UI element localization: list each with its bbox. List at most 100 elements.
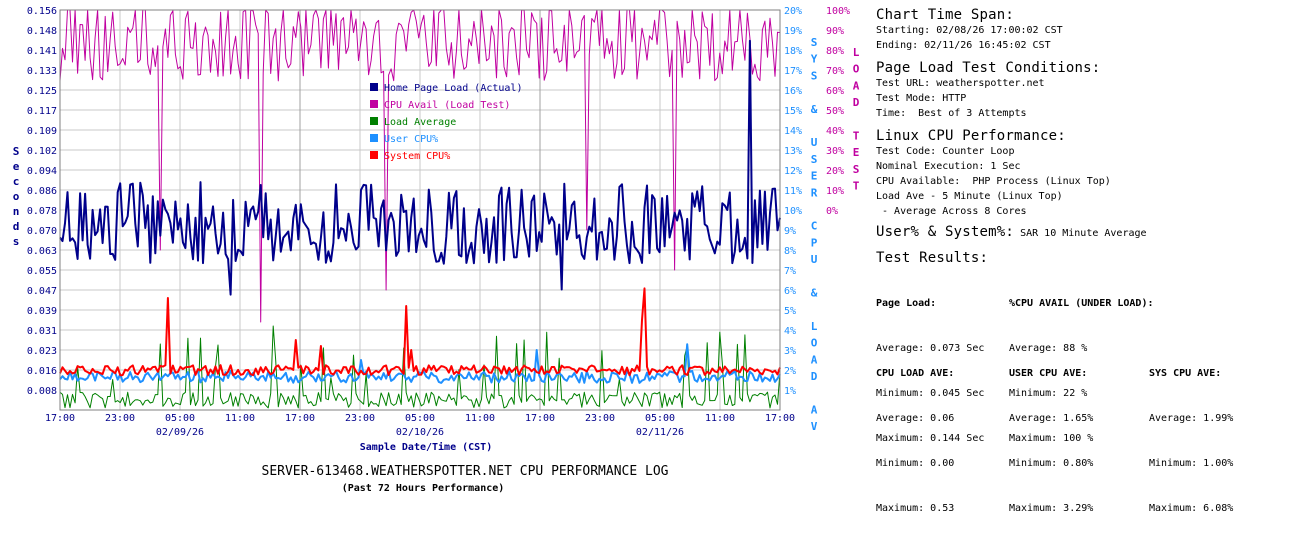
- load-ave-desc: Load Ave - 5 Minute (Linux Top): [876, 191, 1063, 202]
- linux-title: Linux CPU Performance:: [876, 128, 1066, 144]
- test-code: Test Code: Counter Loop: [876, 146, 1015, 157]
- y-right-axis-title-letter: &: [811, 287, 818, 300]
- x-tick-label: 17:00: [285, 413, 315, 424]
- y-outer-tick-label: 20%: [826, 166, 844, 177]
- y-right-axis-title-letter: S: [811, 69, 818, 82]
- y-right-tick-label: 15%: [784, 106, 802, 117]
- page-load-avg: Average: 0.073 Sec: [876, 343, 985, 354]
- legend-label: CPU Avail (Load Test): [384, 100, 510, 111]
- y-right-axis-title-letter: C: [811, 220, 818, 233]
- series-line-user-cpu: [59, 343, 781, 384]
- y-outer-tick-label: 50%: [826, 106, 844, 117]
- y-left-tick-label: 0.070: [27, 226, 57, 237]
- x-date-label: 02/11/26: [636, 427, 684, 438]
- legend-swatch: [370, 83, 378, 91]
- user-max: Maximum: 3.29%: [1009, 503, 1094, 514]
- y-left-tick-label: 0.039: [27, 306, 57, 317]
- legend-label: System CPU%: [384, 151, 450, 162]
- y-outer-axis-title-letter: T: [853, 130, 860, 143]
- results-top: Page Load: Average: 0.073 Sec Minimum: 0…: [876, 266, 1296, 444]
- y-outer-axis-title-letter: O: [853, 63, 860, 76]
- legend-swatch: [370, 117, 378, 125]
- tick-labels: 0.156 20% 0.148 19% 0.141 18% 0.133 17% 0.125 16%…: [27, 6, 850, 438]
- usersys-title: User% & System%:: [876, 224, 1015, 240]
- y-left-tick-label: 0.023: [27, 346, 57, 357]
- span-title: Chart Time Span:: [876, 7, 1015, 23]
- y-right-tick-label: 11%: [784, 186, 802, 197]
- load-head: CPU LOAD AVE:: [876, 368, 955, 379]
- test-url: Test URL: weatherspotter.net: [876, 78, 1045, 89]
- load-avg: Average: 0.06: [876, 413, 955, 424]
- y-outer-tick-label: 60%: [826, 86, 844, 97]
- page-load-max: Maximum: 0.144 Sec: [876, 433, 985, 444]
- y-left-axis-title-letter: c: [13, 175, 20, 188]
- y-outer-tick-label: 10%: [826, 186, 844, 197]
- chart-subtitle: (Past 72 Hours Performance): [342, 483, 505, 494]
- y-left-axis-title-letter: S: [13, 145, 20, 158]
- y-right-tick-label: 8%: [784, 246, 796, 257]
- test-mode: Test Mode: HTTP: [876, 93, 967, 104]
- x-tick-label: 17:00: [45, 413, 75, 424]
- x-axis-label: Sample Date/Time (CST): [360, 441, 492, 453]
- y-right-tick-label: 18%: [784, 46, 802, 57]
- y-right-tick-label: 5%: [784, 306, 796, 317]
- y-right-tick-label: 2%: [784, 366, 796, 377]
- y-left-tick-label: 0.055: [27, 266, 57, 277]
- y-left-tick-label: 0.133: [27, 66, 57, 77]
- average-across: - Average Across 8 Cores: [876, 206, 1027, 217]
- y-left-axis-title-letter: e: [13, 160, 20, 173]
- y-right-axis-title-letter: D: [811, 370, 818, 383]
- y-right-axis-title-letter: V: [811, 420, 818, 433]
- usersys-note: SAR 10 Minute Average: [1020, 228, 1147, 239]
- series-line-system-cpu: [59, 287, 781, 377]
- test-time: Time: Best of 3 Attempts: [876, 108, 1027, 119]
- x-tick-label: 23:00: [105, 413, 135, 424]
- y-right-tick-label: 16%: [784, 86, 802, 97]
- y-left-tick-label: 0.141: [27, 46, 57, 57]
- series-line-load-average: [59, 325, 781, 409]
- y-outer-axis-title-letter: E: [853, 146, 860, 159]
- y-outer-axis-title-letter: D: [853, 96, 860, 109]
- x-tick-label: 05:00: [405, 413, 435, 424]
- y-left-tick-label: 0.031: [27, 326, 57, 337]
- cpu-performance-chart: 0.156 20% 0.148 19% 0.141 18% 0.133 17% 0.125 16%…: [13, 6, 860, 494]
- user-min: Minimum: 0.80%: [1009, 458, 1094, 469]
- y-left-tick-label: 0.008: [27, 386, 57, 397]
- plot-frame: [59, 9, 781, 411]
- cpu-available: CPU Available: PHP Process (Linux Top): [876, 176, 1111, 187]
- info-panel: Chart Time Span: Starting: 02/08/26 17:0…: [876, 7, 1296, 515]
- sys-min: Minimum: 1.00%: [1149, 458, 1234, 469]
- y-right-axis-title-letter: U: [811, 136, 818, 149]
- chart-title: SERVER-613468.WEATHERSPOTTER.NET CPU PER…: [262, 464, 669, 479]
- legend-label: Home Page Load (Actual): [384, 83, 522, 94]
- y-right-tick-label: 13%: [784, 146, 802, 157]
- series-line-page-load: [59, 39, 781, 296]
- y-left-tick-label: 0.117: [27, 106, 57, 117]
- x-tick-label: 11:00: [225, 413, 255, 424]
- load-min: Minimum: 0.00: [876, 458, 955, 469]
- y-right-tick-label: 3%: [784, 346, 796, 357]
- y-right-tick-label: 17%: [784, 66, 802, 77]
- y-left-axis-title-letter: o: [13, 190, 20, 203]
- x-tick-label: 05:00: [165, 413, 195, 424]
- y-outer-axis-title-letter: S: [853, 163, 860, 176]
- y-left-tick-label: 0.109: [27, 126, 57, 137]
- sys-head: SYS CPU AVE:: [1149, 368, 1222, 379]
- y-right-tick-label: 10%: [784, 206, 802, 217]
- x-tick-label: 17:00: [765, 413, 795, 424]
- y-left-axis-title-letter: n: [13, 205, 20, 218]
- y-left-tick-label: 0.047: [27, 286, 57, 297]
- y-right-tick-label: 7%: [784, 266, 796, 277]
- x-date-label: 02/09/26: [156, 427, 204, 438]
- y-outer-tick-label: 100%: [826, 6, 850, 17]
- results-title: Test Results:: [876, 250, 989, 266]
- x-tick-label: 11:00: [465, 413, 495, 424]
- y-right-axis-title-letter: S: [811, 153, 818, 166]
- cpu-avail-max: Maximum: 100 %: [1009, 433, 1094, 444]
- y-left-tick-label: 0.086: [27, 186, 57, 197]
- series-layer: [59, 9, 781, 409]
- y-right-axis-title-letter: &: [811, 103, 818, 116]
- legend-label: User CPU%: [384, 134, 438, 145]
- user-head: USER CPU AVE:: [1009, 368, 1088, 379]
